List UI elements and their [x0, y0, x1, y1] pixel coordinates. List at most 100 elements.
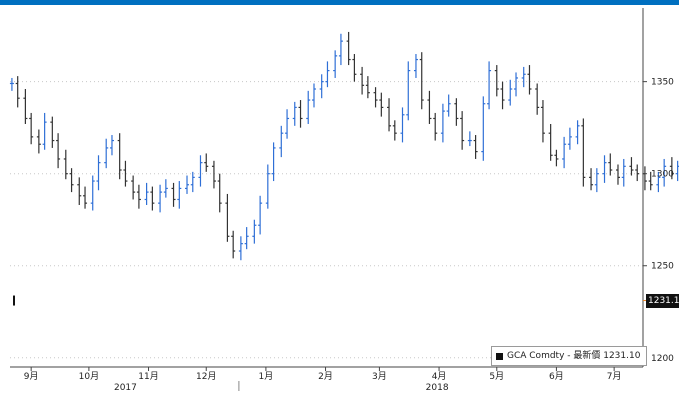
ohlc-bar	[413, 54, 418, 78]
ohlc-bar	[567, 127, 572, 150]
ohlc-bar	[589, 168, 594, 191]
ohlc-bar	[144, 182, 149, 205]
x-tick-label: 6月	[549, 371, 564, 382]
y-tick-label: 1300	[651, 170, 674, 180]
ohlc-bar	[292, 101, 297, 126]
ohlc-bar	[669, 157, 674, 180]
ohlc-bar	[346, 31, 351, 66]
ohlc-bar	[454, 98, 459, 126]
x-tick-label: 1月	[259, 371, 274, 382]
last-price-label: 1231.10	[646, 293, 679, 308]
ohlc-bar	[15, 76, 20, 108]
ohlc-bar	[629, 157, 634, 176]
ohlc-bar	[487, 61, 492, 110]
ohlc-bar	[642, 166, 647, 191]
ohlc-bar	[279, 125, 284, 158]
ohlc-bar	[481, 96, 486, 161]
ohlc-bar	[360, 66, 365, 95]
ohlc-bar	[306, 90, 311, 124]
x-tick-label: 11月	[138, 371, 158, 382]
ohlc-bar	[675, 160, 679, 182]
ohlc-bar	[63, 149, 68, 180]
ohlc-bar	[467, 131, 472, 147]
ohlc-bar	[527, 65, 532, 95]
ohlc-bar	[158, 184, 163, 213]
ohlc-bar	[446, 94, 451, 117]
ohlc-bar	[244, 227, 249, 250]
ohlc-bar	[238, 236, 243, 261]
ohlc-bar	[56, 133, 61, 169]
ohlc-bar	[131, 175, 136, 200]
ohlc-bar	[373, 87, 378, 108]
ohlc-bar	[225, 193, 230, 242]
ohlc-bar	[392, 120, 397, 141]
ohlc-bar	[554, 149, 559, 167]
ohlc-bar	[190, 171, 195, 193]
ohlc-bar	[109, 135, 114, 156]
ohlc-bar	[575, 120, 580, 145]
ohlc-bar	[252, 219, 257, 244]
ohlc-bar	[427, 90, 432, 124]
ohlc-bar	[535, 83, 540, 115]
legend-swatch	[496, 352, 503, 360]
ohlc-bar	[594, 168, 599, 193]
ohlc-bar	[150, 186, 155, 211]
ohlc-bar	[406, 61, 411, 121]
ohlc-bar	[602, 155, 607, 183]
ohlc-bar	[365, 76, 370, 99]
ohlc-bar	[521, 66, 526, 88]
axes	[10, 8, 647, 391]
ohlc-bar	[69, 168, 74, 193]
ohlc-bar	[338, 33, 343, 66]
ohlc-bar	[460, 111, 465, 150]
ohlc-bar	[83, 186, 88, 209]
ohlc-bar	[198, 155, 203, 187]
ohlc-bar	[387, 98, 392, 132]
year-label: 2018	[426, 383, 449, 393]
ohlc-bar	[500, 81, 505, 110]
x-tick-label: 10月	[79, 371, 99, 382]
ohlc-bar	[258, 195, 263, 235]
ohlc-bar	[77, 177, 82, 205]
ohlc-bar	[473, 135, 478, 159]
legend: GCA Comdty - 最新價 1231.10	[491, 346, 648, 366]
x-tick-label: 12月	[196, 371, 216, 382]
ohlc-bar	[621, 158, 626, 187]
y-axis-labels: 1200 1250 1300 1350	[651, 78, 674, 364]
legend-text: GCA Comdty - 最新價 1231.10	[507, 351, 641, 361]
ohlc-bar	[265, 164, 270, 209]
ohlc-bar	[123, 160, 128, 187]
ohlc-bar	[615, 164, 620, 185]
x-axis-labels: 9月 10月 11月 12月 1月 2月 3月 4月 5月 6月 7月 2017 2018	[24, 371, 622, 393]
ohlc-bar	[298, 100, 303, 128]
ohlc-bar	[608, 153, 613, 176]
ohlc-bar	[185, 175, 190, 194]
ohlc-bar	[581, 118, 586, 187]
x-tick-label: 9月	[24, 371, 39, 382]
ohlc-bar	[204, 153, 209, 172]
ohlc-bar	[562, 136, 567, 169]
ohlc-bar	[648, 171, 653, 191]
ohlc-bar	[400, 107, 405, 143]
ohlc-bar	[23, 89, 28, 124]
x-tick-label: 2月	[318, 371, 333, 382]
gridlines	[10, 81, 643, 359]
ohlc-bar	[419, 52, 424, 110]
ohlc-bar	[433, 112, 438, 141]
ohlc-bar	[163, 179, 168, 198]
ohlc-bar	[514, 72, 519, 97]
ohlc-bar	[494, 65, 499, 97]
y-tick-label: 1350	[651, 78, 674, 88]
ohlc-bar	[508, 79, 513, 106]
y-tick-label: 1200	[651, 354, 674, 364]
ohlc-bar	[36, 129, 41, 154]
x-tick-label: 5月	[489, 371, 504, 382]
ohlc-bar	[50, 116, 55, 148]
ohlc-bar	[9, 77, 14, 91]
ohlc-bar	[29, 112, 34, 145]
ohlc-bar	[42, 112, 47, 150]
ohlc-bar	[271, 142, 276, 182]
ohlc-bar	[311, 83, 316, 108]
ohlc-bar	[104, 138, 109, 169]
